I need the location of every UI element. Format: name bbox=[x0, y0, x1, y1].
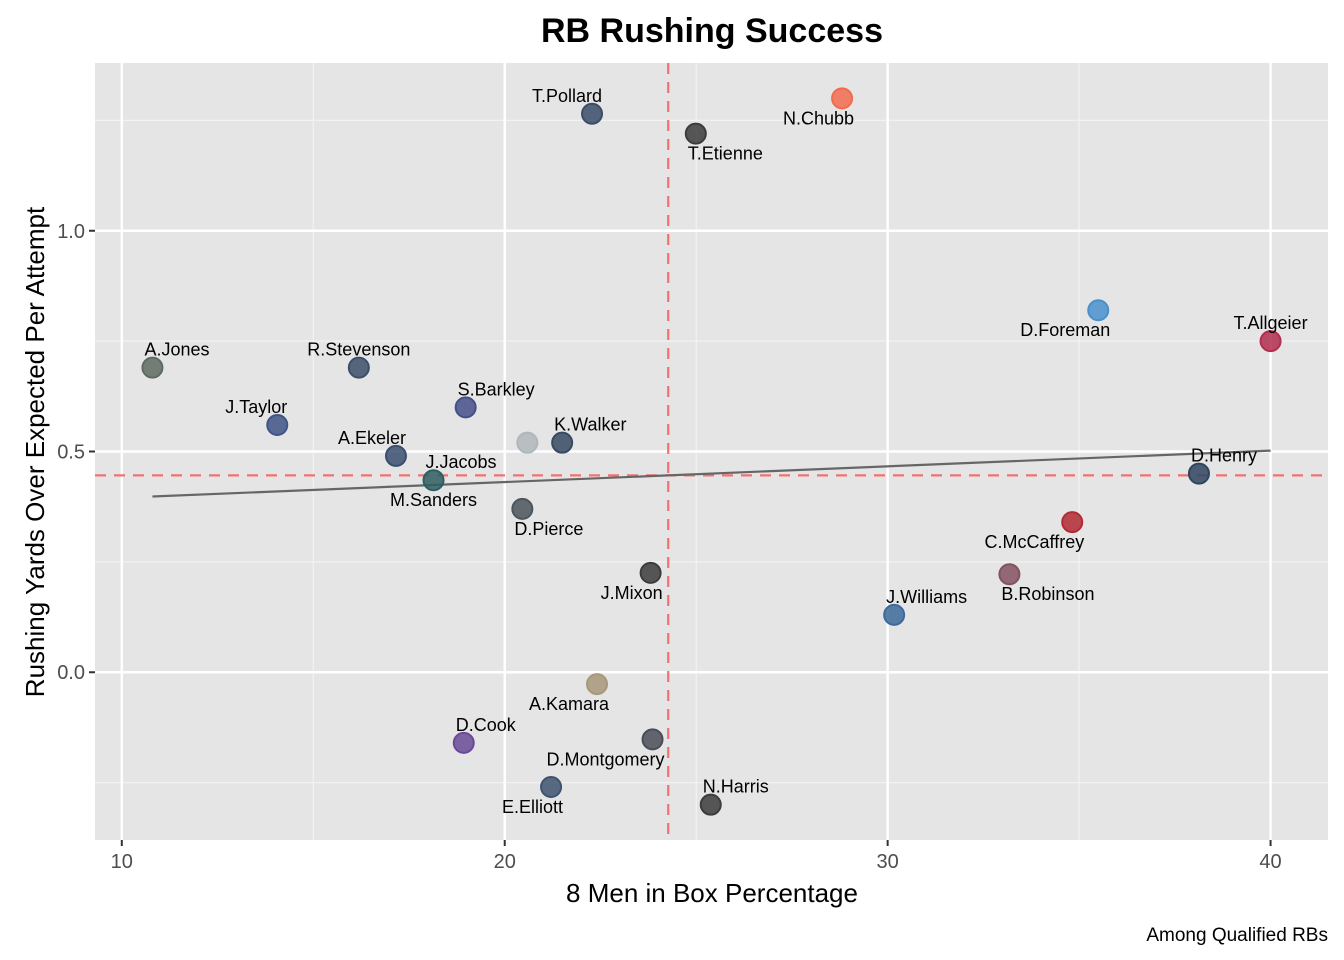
data-point bbox=[452, 731, 475, 754]
data-point bbox=[684, 122, 707, 145]
data-point bbox=[141, 356, 164, 379]
point-label: C.McCaffrey bbox=[985, 532, 1085, 552]
point-label: R.Stevenson bbox=[307, 340, 410, 360]
data-point bbox=[639, 561, 662, 584]
mean-reference-lines bbox=[95, 63, 1328, 840]
data-point bbox=[1187, 462, 1210, 485]
point-label: D.Foreman bbox=[1020, 320, 1110, 340]
data-point bbox=[1061, 511, 1084, 534]
data-point bbox=[641, 728, 664, 751]
y-tick-label: 0.0 bbox=[57, 662, 85, 684]
chart-title: RB Rushing Success bbox=[541, 12, 883, 50]
data-point bbox=[586, 673, 609, 696]
x-tick-label: 10 bbox=[111, 851, 133, 873]
data-point bbox=[422, 469, 445, 492]
x-tick-label: 30 bbox=[877, 851, 899, 873]
point-label: J.Taylor bbox=[225, 397, 287, 417]
data-point bbox=[998, 563, 1021, 586]
point-label: D.Pierce bbox=[514, 519, 583, 539]
point-label: T.Allgeier bbox=[1234, 313, 1308, 333]
data-point bbox=[516, 431, 539, 454]
data-point bbox=[883, 603, 906, 626]
y-axis-title: Rushing Yards Over Expected Per Attempt bbox=[20, 206, 50, 697]
point-label: T.Pollard bbox=[532, 86, 602, 106]
point-label: A.Kamara bbox=[529, 694, 610, 714]
y-axis: 0.0 0.5 1.0 bbox=[57, 221, 95, 684]
point-label: D.Henry bbox=[1191, 446, 1257, 466]
x-axis-title: 8 Men in Box Percentage bbox=[566, 878, 858, 908]
data-point bbox=[581, 102, 604, 125]
data-point bbox=[384, 444, 407, 467]
x-axis: 10 20 30 40 bbox=[111, 840, 1282, 873]
x-tick-label: 20 bbox=[494, 851, 516, 873]
y-tick-label: 0.5 bbox=[57, 442, 85, 464]
data-point bbox=[831, 87, 854, 110]
point-label: A.Ekeler bbox=[338, 428, 406, 448]
point-label: D.Montgomery bbox=[546, 749, 664, 769]
data-point bbox=[1259, 330, 1282, 353]
data-point bbox=[699, 793, 722, 816]
point-label: B.Robinson bbox=[1001, 584, 1094, 604]
x-tick-label: 40 bbox=[1259, 851, 1281, 873]
point-labels: A.Jones J.Taylor R.Stevenson A.Ekeler J.Jaco… bbox=[144, 86, 1307, 817]
data-point bbox=[454, 396, 477, 419]
chart-caption: Among Qualified RBs bbox=[1146, 925, 1328, 946]
point-label: E.Elliott bbox=[502, 797, 563, 817]
point-label: K.Walker bbox=[554, 415, 626, 435]
point-label: J.Jacobs bbox=[426, 452, 497, 472]
trend-line bbox=[152, 449, 1271, 498]
data-point bbox=[1087, 299, 1110, 322]
point-label: A.Jones bbox=[144, 340, 209, 360]
point-label: J.Williams bbox=[886, 587, 967, 607]
point-label: N.Harris bbox=[703, 777, 769, 797]
data-point bbox=[347, 356, 370, 379]
data-point bbox=[511, 497, 534, 520]
point-label: T.Etienne bbox=[688, 144, 763, 164]
data-point bbox=[266, 414, 289, 437]
trend-line-group bbox=[152, 449, 1271, 498]
data-point bbox=[551, 431, 574, 454]
data-points bbox=[141, 87, 1282, 816]
point-label: M.Sanders bbox=[390, 490, 477, 510]
y-tick-label: 1.0 bbox=[57, 221, 85, 243]
point-label: S.Barkley bbox=[458, 379, 535, 399]
point-label: J.Mixon bbox=[601, 583, 663, 603]
point-label: N.Chubb bbox=[783, 108, 854, 128]
point-label: D.Cook bbox=[456, 715, 517, 735]
data-point bbox=[540, 776, 563, 799]
